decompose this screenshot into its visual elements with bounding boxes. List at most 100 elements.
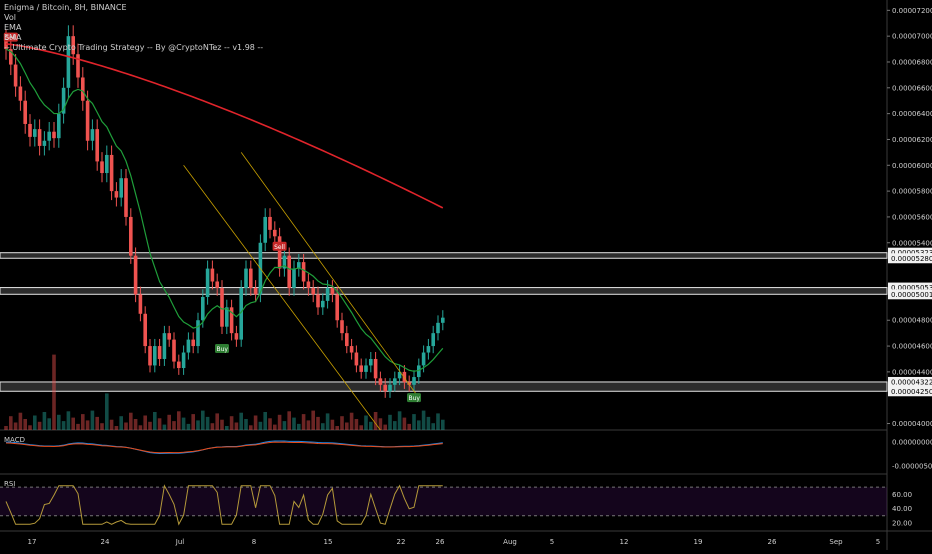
volume-bar: [359, 425, 363, 430]
candle-body: [61, 87, 66, 114]
volume-bar: [95, 416, 99, 430]
level-zone: [0, 252, 888, 259]
macd-signal-line: [5, 441, 443, 454]
volume-bar: [18, 412, 23, 430]
legend-strategy: -- Ultimate Crypto Trading Strategy -- B…: [4, 43, 264, 52]
time-tick-label: Jul: [175, 538, 185, 546]
candle-body: [417, 365, 421, 378]
legend-vol: Vol: [4, 13, 16, 22]
candle-body: [215, 281, 219, 288]
trend-line-upper: [240, 152, 420, 398]
volume-bar: [57, 414, 61, 430]
candle-body: [47, 131, 51, 141]
candle-body: [407, 382, 411, 385]
candle-body: [316, 294, 320, 308]
macd-tick-label: 0.00000000: [892, 439, 932, 447]
level-label-bg: [888, 376, 932, 387]
candle-body: [28, 123, 32, 137]
candle-body: [373, 358, 378, 379]
candle-body: [181, 352, 186, 369]
volume-bar: [153, 412, 157, 430]
signal-badge: [215, 344, 229, 354]
volume-bar: [282, 421, 287, 430]
price-tick-label: 0.00004800: [892, 317, 932, 325]
volume-bar: [201, 410, 205, 430]
volume-bar: [239, 412, 243, 430]
candle-body: [23, 100, 27, 124]
volume-bar: [61, 421, 66, 430]
candle-body: [345, 333, 349, 347]
candle-body: [436, 322, 440, 334]
volume-bar: [253, 415, 258, 430]
level-zone: [0, 287, 888, 295]
volume-bar: [325, 413, 330, 430]
volume-bar: [306, 420, 311, 430]
time-tick-label: 12: [620, 538, 629, 546]
candle-body: [81, 77, 85, 101]
candle-body: [354, 352, 359, 366]
time-tick-label: 22: [397, 538, 406, 546]
signal-badge: [407, 393, 421, 403]
price-tick-label: 0.00006000: [892, 162, 932, 170]
chart-legend: Enigma / Bitcoin, 8H, BINANCE Vol EMA EM…: [4, 3, 263, 53]
candle-body: [52, 131, 56, 139]
volume-bar: [210, 423, 215, 430]
price-tick-label: 0.00007000: [892, 33, 932, 41]
candle-body: [90, 129, 95, 141]
candle-body: [244, 268, 248, 288]
price-tick-label: 0.00004600: [892, 343, 932, 351]
candle-body: [421, 352, 426, 366]
volume-bar: [287, 411, 291, 430]
volume-bar: [393, 421, 397, 430]
candle-body: [162, 333, 167, 359]
volume-bar: [273, 424, 277, 430]
volume-bar: [436, 413, 440, 430]
volume-bar: [143, 415, 147, 430]
volume-bar: [407, 423, 411, 430]
volume-bar: [292, 417, 296, 430]
candle-body: [143, 313, 147, 347]
candle-body: [210, 268, 215, 282]
time-tick-label: 8: [252, 538, 256, 546]
candle-body: [388, 384, 392, 392]
volume-bar: [181, 417, 186, 430]
candle-body: [9, 49, 13, 65]
volume-bar: [90, 410, 95, 430]
candle-body: [167, 333, 171, 340]
level-label: 0.00004322: [891, 378, 932, 386]
price-tick-label: 0.00006400: [892, 110, 932, 118]
candle-body: [397, 371, 402, 379]
volume-bar: [402, 417, 407, 430]
candle-body: [340, 320, 344, 334]
macd-label: MACD: [4, 436, 25, 444]
ema-fast-line: [5, 48, 444, 372]
volume-bar: [85, 420, 90, 430]
volume-bar: [162, 424, 167, 430]
time-tick-label: 5: [550, 538, 554, 546]
candle-body: [66, 36, 71, 88]
volume-bar: [311, 410, 315, 430]
price-tick-label: 0.00004400: [892, 368, 932, 376]
volume-bar: [172, 421, 176, 430]
volume-bar: [277, 414, 282, 430]
candle-body: [157, 346, 162, 359]
time-tick-label: Sep: [829, 538, 843, 546]
signal-label: Sell: [5, 35, 16, 42]
volume-bar: [191, 414, 195, 430]
candle-body: [431, 333, 435, 347]
candle-body: [297, 262, 301, 269]
candle-body: [124, 178, 128, 217]
candle-body: [148, 346, 152, 366]
volume-bar: [9, 416, 13, 430]
time-tick-label: 24: [101, 538, 110, 546]
candle-body: [325, 287, 330, 301]
candle-body: [273, 229, 277, 237]
volume-bar: [100, 423, 104, 430]
candle-body: [225, 307, 229, 327]
candle-body: [95, 129, 99, 162]
candle-body: [205, 268, 210, 297]
volume-bar: [28, 425, 32, 430]
level-label-bg: [888, 289, 932, 300]
legend-ema-1: EMA: [4, 23, 22, 32]
